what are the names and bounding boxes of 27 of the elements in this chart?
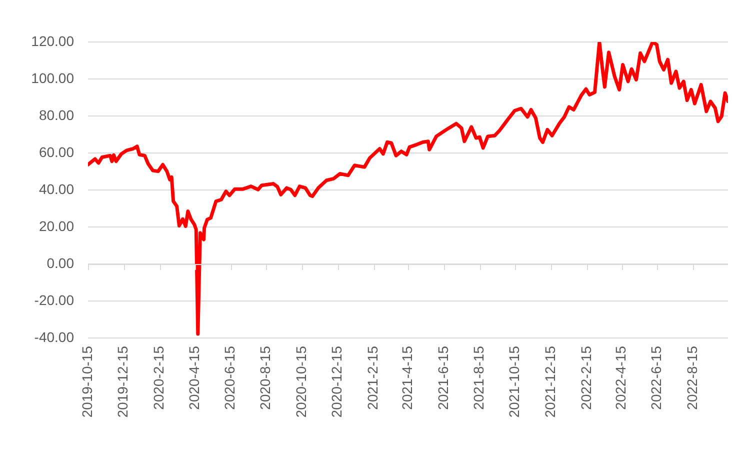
y-tick-label: 0.00: [46, 254, 74, 271]
x-tick-label: 2021-6-15: [434, 346, 451, 410]
x-tick-label: 2021-12-15: [542, 346, 558, 418]
y-tick-label: 120.00: [31, 32, 74, 49]
x-tick-label: 2020-6-15: [221, 346, 238, 410]
y-tick-label: 80.00: [38, 106, 74, 123]
y-tick-label: 100.00: [31, 70, 74, 86]
x-tick-label: 2020-4-15: [186, 346, 202, 410]
y-tick-label: 60.00: [38, 144, 74, 160]
x-tick-label: 2021-8-15: [470, 346, 486, 410]
x-tick-label: 2022-6-15: [648, 346, 664, 410]
x-tick-label: 2022-8-15: [684, 346, 700, 410]
y-tick-label: 20.00: [38, 218, 74, 234]
y-tick-label: -20.00: [34, 292, 74, 308]
y-tick-label: 40.00: [38, 180, 74, 197]
y-tick-label: -40.00: [34, 328, 74, 345]
x-tick-label: 2022-2-15: [578, 346, 594, 410]
x-tick-label: 2019-10-15: [78, 346, 95, 418]
x-tick-label: 2022-4-15: [612, 346, 628, 410]
x-tick-label: 2020-12-15: [328, 346, 344, 418]
x-tick-label: 2021-4-15: [399, 346, 416, 410]
x-tick-label: 2020-2-15: [150, 346, 167, 410]
x-tick-label: 2019-12-15: [114, 346, 131, 418]
x-tick-label: 2020-8-15: [257, 346, 274, 410]
x-tick-label: 2021-2-15: [364, 346, 381, 410]
x-tick-label: 2021-10-15: [506, 346, 522, 418]
x-tick-label: 2020-10-15: [292, 346, 309, 418]
